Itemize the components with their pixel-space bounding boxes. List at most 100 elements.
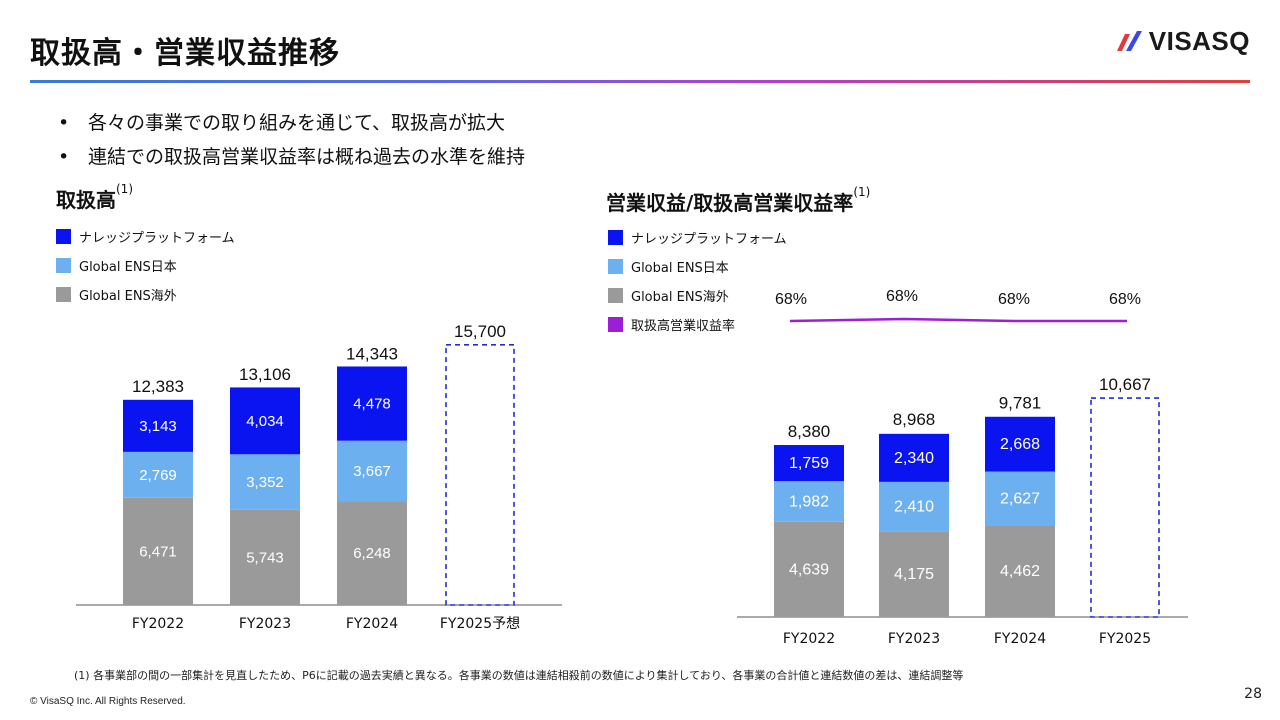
category-label: FY2023 <box>888 631 940 647</box>
chart-title-note: (1) <box>116 182 133 196</box>
bar-segment-global-overseas <box>123 497 193 605</box>
segment-value-label: 4,034 <box>246 413 284 430</box>
category-label: FY2025 <box>1099 631 1151 647</box>
legend-right: ナレッジプラットフォーム Global ENS日本 Global ENS海外 取… <box>608 223 787 339</box>
visasq-logo: VISASQ <box>1116 25 1250 56</box>
legend-item-knowledge: ナレッジプラットフォーム <box>56 222 235 251</box>
segment-value-label: 3,352 <box>246 474 284 491</box>
logo-text: VISASQ <box>1148 25 1250 56</box>
bar-segment-global-overseas <box>230 509 300 605</box>
legend-item-global-jp: Global ENS日本 <box>56 251 235 280</box>
total-value-label: 14,343 <box>346 344 398 363</box>
legend-swatch <box>56 229 71 244</box>
rate-value-label: 68% <box>998 291 1030 308</box>
rate-value-label: 68% <box>886 288 918 305</box>
bar-segment-knowledge <box>230 387 300 455</box>
bar-segment-global-overseas <box>879 531 949 617</box>
forecast-bar <box>445 344 515 606</box>
legend-item-global-jp: Global ENS日本 <box>608 252 787 281</box>
segment-value-label: 2,668 <box>1000 436 1040 453</box>
logo-slash-icon <box>1116 31 1142 51</box>
legend-label: 取扱高営業収益率 <box>631 319 736 334</box>
segment-value-label: 5,743 <box>246 549 284 566</box>
legend-swatch <box>56 287 71 302</box>
legend-item-rate: 取扱高営業収益率 <box>608 310 787 339</box>
category-label: FY2024 <box>994 631 1046 647</box>
segment-value-label: 4,462 <box>1000 563 1040 580</box>
total-value-label: 9,781 <box>999 393 1042 412</box>
bar-segment-global-overseas <box>774 521 844 617</box>
legend-item-global-overseas: Global ENS海外 <box>56 280 235 309</box>
rate-value-label: 68% <box>775 291 807 308</box>
bullet-text: 各々の事業での取り組みを通じて、取扱高が拡大 <box>88 112 506 134</box>
copyright: © VisaSQ Inc. All Rights Reserved. <box>30 696 186 707</box>
bar-segment-global-overseas <box>337 501 407 605</box>
total-value-label: 15,700 <box>454 322 506 341</box>
category-label: FY2025予想 <box>440 616 520 632</box>
segment-value-label: 3,143 <box>139 418 177 435</box>
total-value-label: 8,968 <box>893 410 936 429</box>
segment-value-label: 4,478 <box>353 396 391 413</box>
chart-title-volume: 取扱高(1) <box>56 182 133 213</box>
bar-segment-global-jp <box>337 440 407 502</box>
bar-segment-global-jp <box>230 454 300 510</box>
segment-value-label: 6,248 <box>353 545 391 562</box>
title-divider <box>30 80 1250 83</box>
chart-title-note: (1) <box>853 185 871 199</box>
legend-item-global-overseas: Global ENS海外 <box>608 281 787 310</box>
legend-swatch <box>608 230 623 245</box>
bar-segment-global-jp <box>774 481 844 522</box>
segment-value-label: 2,627 <box>1000 490 1040 507</box>
segment-value-label: 4,639 <box>789 561 829 578</box>
total-value-label: 10,667 <box>1099 375 1151 394</box>
bar-segment-global-jp <box>123 451 193 498</box>
footnote: (1) 各事業部の間の一部集計を見直したため、P6に記載の過去実績と異なる。各事… <box>74 669 964 682</box>
segment-value-label: 1,759 <box>789 455 829 472</box>
segment-value-label: 4,175 <box>894 566 934 583</box>
bar-segment-global-jp <box>879 481 949 532</box>
bullet-item: • 連結での取扱高営業収益率は概ね過去の水準を維持 <box>58 140 525 174</box>
forecast-bar <box>1090 397 1160 618</box>
bar-segment-global-overseas <box>985 525 1055 617</box>
chart-title-text: 取扱高 <box>56 188 116 212</box>
legend-left: ナレッジプラットフォーム Global ENS日本 Global ENS海外 <box>56 222 235 309</box>
bar-segment-knowledge <box>774 445 844 482</box>
bar-segment-global-jp <box>985 471 1055 526</box>
bullet-text: 連結での取扱高営業収益率は概ね過去の水準を維持 <box>88 146 526 168</box>
category-label: FY2023 <box>239 616 291 632</box>
chart-title-text: 営業収益/取扱高営業収益率 <box>606 191 854 215</box>
segment-value-label: 2,769 <box>139 467 177 484</box>
segment-value-label: 6,471 <box>139 543 177 560</box>
bar-segment-knowledge <box>985 416 1055 472</box>
segment-value-label: 2,410 <box>894 499 934 516</box>
bar-segment-knowledge <box>879 433 949 482</box>
total-value-label: 12,383 <box>132 377 184 396</box>
chart-title-revenue: 営業収益/取扱高営業収益率(1) <box>606 185 871 216</box>
legend-label: Global ENS日本 <box>79 260 177 275</box>
bar-segment-knowledge <box>337 366 407 441</box>
legend-swatch <box>608 288 623 303</box>
category-label: FY2024 <box>346 616 398 632</box>
category-label: FY2022 <box>783 631 835 647</box>
category-label: FY2022 <box>132 616 184 632</box>
bar-segment-knowledge <box>123 399 193 452</box>
segment-value-label: 3,667 <box>353 463 391 480</box>
rate-value-label: 68% <box>1109 291 1141 308</box>
bullet-list: • 各々の事業での取り組みを通じて、取扱高が拡大 • 連結での取扱高営業収益率は概ね… <box>58 106 525 174</box>
page-number: 28 <box>1244 686 1262 702</box>
legend-swatch <box>608 317 623 332</box>
legend-label: Global ENS海外 <box>631 290 729 305</box>
rate-line <box>789 317 1127 323</box>
total-value-label: 13,106 <box>239 365 291 384</box>
segment-value-label: 2,340 <box>894 450 934 467</box>
legend-label: Global ENS日本 <box>631 261 729 276</box>
legend-swatch <box>56 258 71 273</box>
legend-label: ナレッジプラットフォーム <box>631 232 787 247</box>
legend-item-knowledge: ナレッジプラットフォーム <box>608 223 787 252</box>
total-value-label: 8,380 <box>788 422 831 441</box>
legend-swatch <box>608 259 623 274</box>
legend-label: Global ENS海外 <box>79 289 177 304</box>
page-title: 取扱高・営業収益推移 <box>30 36 340 71</box>
legend-label: ナレッジプラットフォーム <box>79 231 235 246</box>
